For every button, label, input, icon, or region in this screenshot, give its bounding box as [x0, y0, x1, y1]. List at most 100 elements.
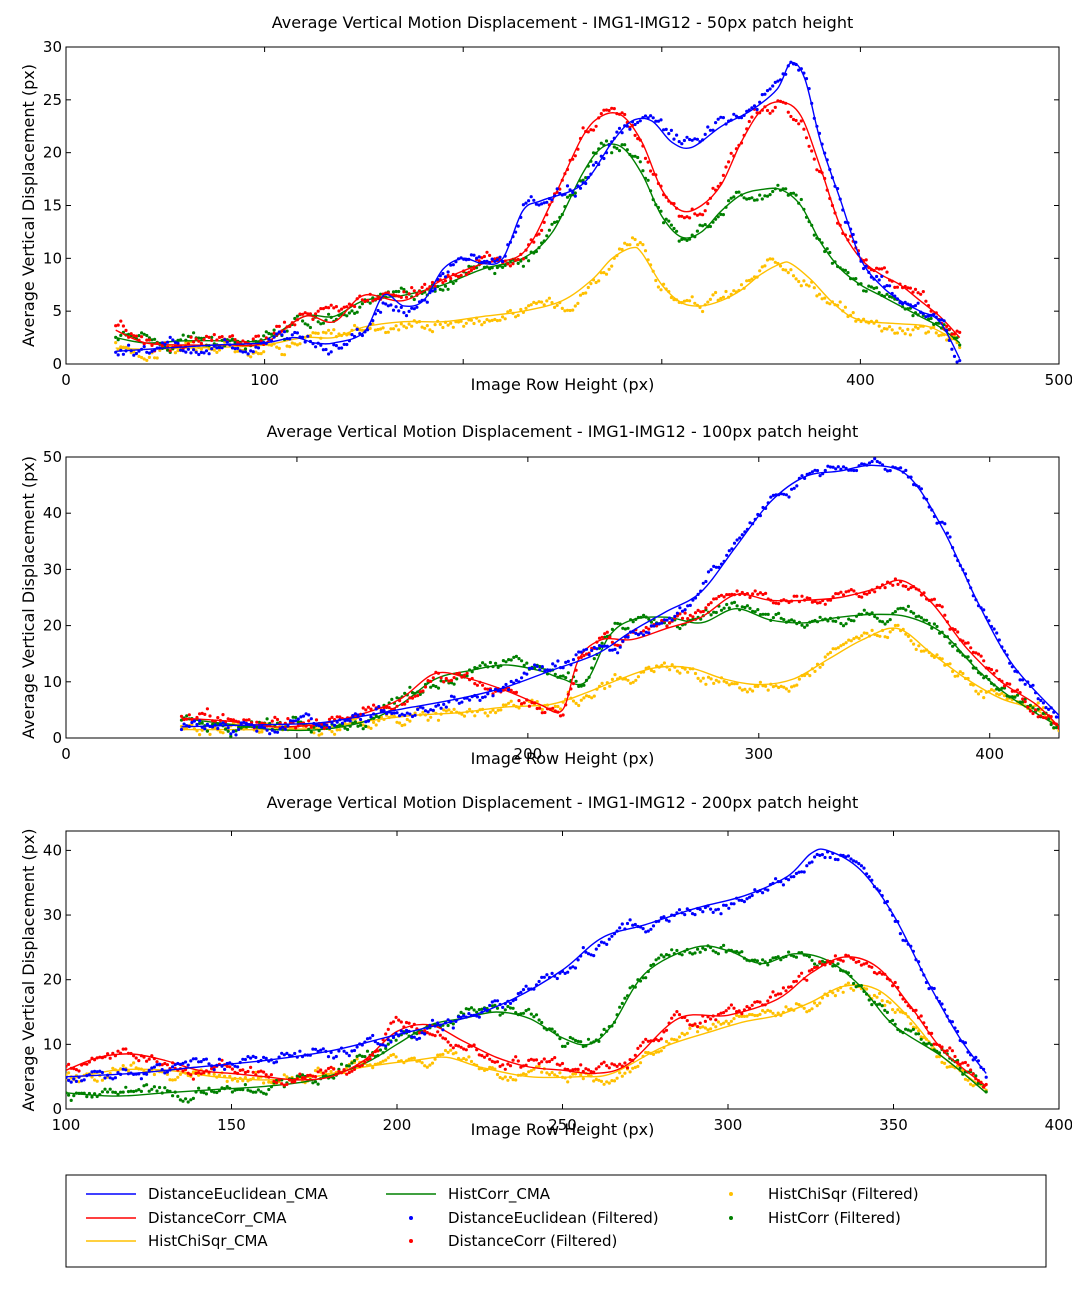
filtered-point — [787, 689, 791, 693]
filtered-point — [482, 320, 486, 324]
filtered-point — [951, 644, 955, 648]
filtered-point — [277, 324, 281, 328]
filtered-point — [633, 1053, 637, 1057]
filtered-point — [207, 1086, 211, 1090]
filtered-point — [308, 334, 312, 338]
filtered-point — [114, 341, 118, 345]
filtered-point — [992, 689, 996, 693]
filtered-point — [636, 1046, 640, 1050]
filtered-point — [442, 702, 446, 707]
filtered-point — [952, 354, 957, 358]
filtered-point — [963, 1041, 968, 1045]
y-axis-label: Average Vertical Displacement (px) — [19, 64, 38, 347]
y-tick-label: 50 — [43, 448, 62, 466]
filtered-point — [98, 1069, 102, 1073]
filtered-point — [165, 1070, 169, 1074]
filtered-point — [725, 602, 729, 607]
filtered-point — [490, 1059, 494, 1063]
filtered-point — [80, 1079, 84, 1083]
filtered-point — [628, 986, 632, 990]
filtered-point — [324, 331, 328, 335]
filtered-point — [714, 678, 718, 682]
filtered-point — [599, 1062, 604, 1066]
filtered-point — [847, 617, 851, 621]
filtered-point — [464, 1048, 468, 1052]
filtered-point — [93, 1069, 97, 1073]
filtered-point — [495, 265, 499, 270]
filtered-point — [891, 583, 895, 587]
filtered-point — [321, 1047, 325, 1051]
filtered-point — [441, 325, 445, 330]
filtered-point — [958, 343, 962, 347]
filtered-point — [784, 1005, 788, 1009]
filtered-point — [589, 282, 593, 286]
filtered-point — [688, 216, 692, 220]
filtered-point — [908, 333, 913, 337]
filtered-point — [139, 1089, 143, 1093]
filtered-point — [877, 267, 881, 271]
filtered-point — [443, 1037, 448, 1041]
filtered-point — [410, 1056, 414, 1060]
filtered-point — [270, 728, 274, 732]
filtered-point — [919, 292, 923, 296]
filtered-point — [603, 644, 607, 648]
filtered-point — [355, 310, 359, 314]
filtered-point — [659, 288, 663, 292]
filtered-point — [256, 346, 261, 350]
filtered-point — [912, 642, 916, 646]
filtered-point — [880, 972, 884, 976]
filtered-point — [140, 335, 144, 339]
filtered-point — [335, 728, 339, 732]
filtered-point — [103, 1087, 107, 1091]
filtered-point — [573, 154, 577, 158]
filtered-point — [365, 1037, 370, 1041]
filtered-point — [878, 634, 882, 638]
filtered-point — [566, 659, 570, 664]
filtered-point — [719, 296, 723, 301]
filtered-point — [982, 696, 986, 700]
filtered-point — [631, 620, 635, 624]
filtered-point — [152, 1085, 156, 1089]
filtered-point — [452, 682, 456, 686]
filtered-point — [1026, 705, 1030, 709]
filtered-point — [386, 304, 390, 308]
filtered-point — [677, 908, 682, 912]
filtered-point — [846, 271, 850, 275]
filtered-point — [355, 1054, 359, 1058]
filtered-point — [191, 1077, 195, 1081]
filtered-point — [436, 686, 441, 690]
filtered-point — [603, 686, 607, 691]
filtered-point — [309, 725, 313, 729]
filtered-point — [639, 631, 643, 635]
filtered-point — [781, 268, 785, 272]
filtered-point — [249, 1065, 253, 1069]
filtered-point — [313, 1075, 318, 1079]
filtered-point — [296, 717, 300, 721]
filtered-point — [538, 664, 542, 669]
filtered-point — [644, 976, 648, 980]
filtered-point — [384, 1032, 388, 1036]
filtered-point — [765, 258, 770, 262]
filtered-point — [269, 332, 274, 336]
filtered-point — [359, 723, 363, 727]
filtered-point — [527, 1070, 531, 1074]
filtered-point — [275, 324, 279, 328]
filtered-point — [699, 610, 703, 614]
filtered-point — [628, 243, 632, 247]
filtered-point — [685, 1031, 689, 1035]
filtered-point — [376, 308, 380, 313]
filtered-point — [561, 713, 565, 717]
filtered-point — [192, 719, 196, 723]
filtered-point — [592, 694, 596, 698]
filtered-point — [545, 973, 549, 977]
filtered-point — [226, 717, 230, 721]
filtered-point — [202, 1058, 206, 1062]
filtered-point — [537, 203, 541, 207]
filtered-point — [1000, 686, 1004, 690]
filtered-point — [771, 685, 776, 689]
filtered-point — [428, 1063, 432, 1067]
filtered-point — [794, 979, 799, 983]
filtered-point — [184, 350, 188, 354]
filtered-point — [356, 724, 360, 728]
filtered-point — [140, 331, 144, 335]
